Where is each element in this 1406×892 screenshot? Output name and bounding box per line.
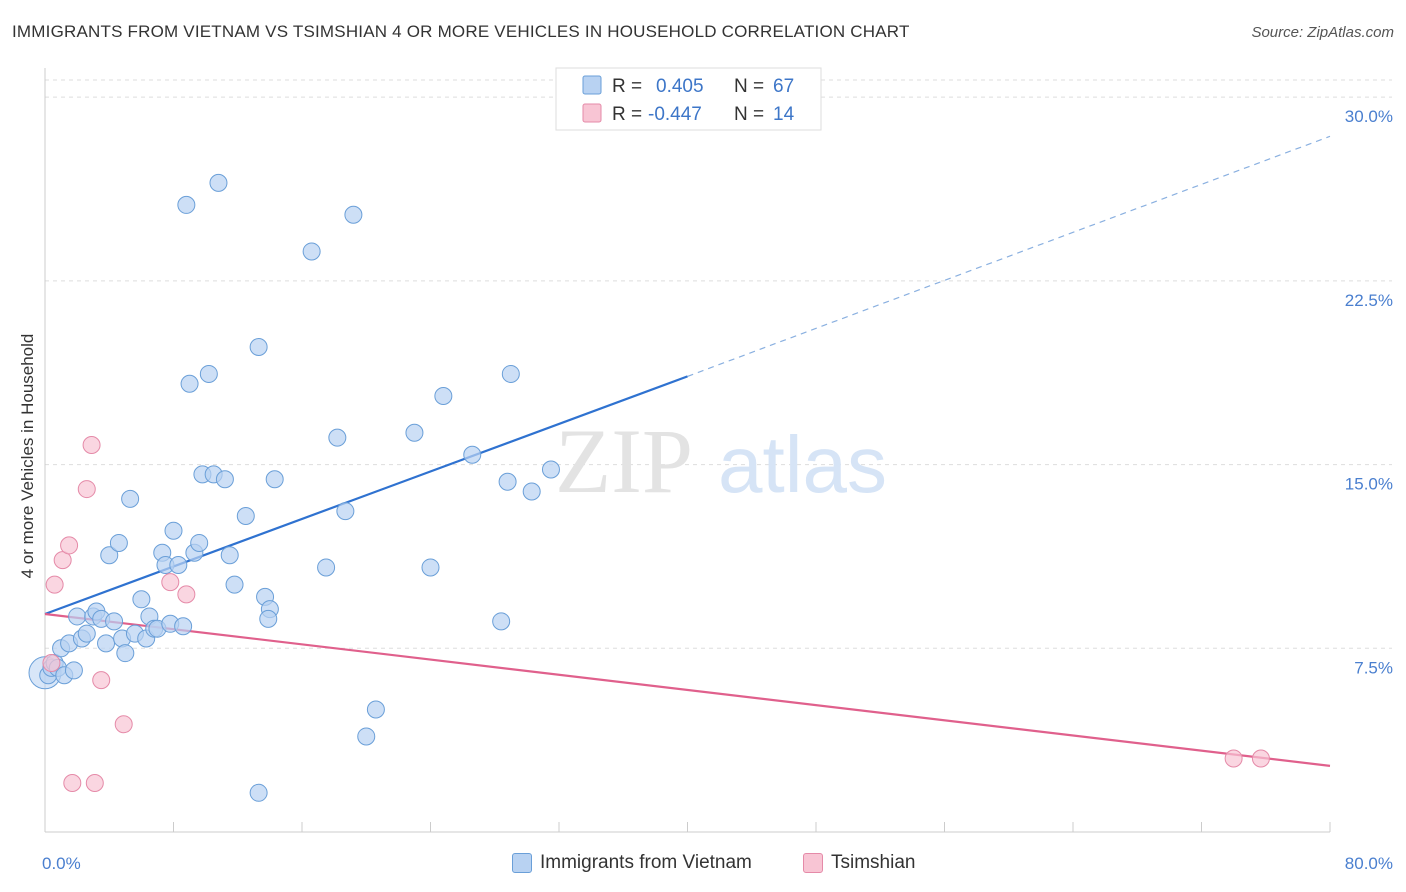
stats-n-label-2: N = — [734, 104, 764, 125]
data-point-vietnam — [105, 612, 124, 631]
data-point-vietnam — [336, 502, 355, 521]
data-point-tsimshian — [63, 774, 82, 793]
watermark-atlas: atlas — [718, 420, 887, 509]
data-point-tsimshian — [114, 715, 133, 734]
grid-layer — [45, 79, 1392, 649]
data-point-vietnam — [215, 470, 234, 489]
data-point-vietnam — [498, 472, 517, 491]
legend-swatch-pink — [803, 853, 823, 873]
trend-line-tsimshian — [44, 612, 1331, 767]
y-tick-label: 30.0% — [1345, 107, 1393, 126]
y-tick-label: 7.5% — [1354, 658, 1393, 677]
data-point-vietnam — [225, 575, 244, 594]
data-point-tsimshian — [77, 480, 96, 499]
data-point-vietnam — [522, 482, 541, 501]
axes-layer — [44, 68, 1331, 833]
data-point-tsimshian — [85, 774, 104, 793]
data-point-vietnam — [116, 644, 135, 663]
data-point-vietnam — [421, 558, 440, 577]
data-point-tsimshian — [161, 573, 180, 592]
data-point-vietnam — [77, 624, 96, 643]
watermark: ZIP atlas — [555, 410, 887, 512]
data-point-vietnam — [541, 460, 560, 479]
legend-label-vietnam: Immigrants from Vietnam — [540, 852, 752, 873]
stats-n-label-1: N = — [734, 76, 764, 97]
data-point-tsimshian — [45, 575, 64, 594]
data-point-vietnam — [180, 374, 199, 393]
data-point-tsimshian — [60, 536, 79, 555]
data-point-vietnam — [68, 607, 87, 626]
data-point-vietnam — [64, 661, 83, 680]
y-tick-label: 22.5% — [1345, 291, 1393, 310]
data-point-vietnam — [190, 533, 209, 552]
data-point-vietnam — [236, 507, 255, 526]
data-point-vietnam — [302, 242, 321, 261]
chart-title: IMMIGRANTS FROM VIETNAM VS TSIMSHIAN 4 O… — [12, 22, 910, 41]
data-point-vietnam — [317, 558, 336, 577]
legend-item-vietnam: Immigrants from Vietnam — [512, 852, 752, 874]
data-point-tsimshian — [177, 585, 196, 604]
data-point-vietnam — [97, 634, 116, 653]
data-point-vietnam — [249, 783, 268, 802]
data-point-tsimshian — [1251, 749, 1270, 768]
x-tick-label: 80.0% — [1345, 854, 1393, 873]
data-point-vietnam — [220, 546, 239, 565]
data-point-vietnam — [328, 428, 347, 447]
data-point-vietnam — [121, 489, 140, 508]
data-point-vietnam — [132, 590, 151, 609]
legend-item-tsimshian: Tsimshian — [803, 852, 915, 874]
data-point-vietnam — [344, 205, 363, 224]
data-point-vietnam — [199, 364, 218, 383]
stats-n-value-2: 14 — [773, 104, 795, 125]
y-tick-label: 15.0% — [1345, 475, 1393, 494]
data-point-vietnam — [463, 445, 482, 464]
chart-source: Source: ZipAtlas.com — [1251, 24, 1394, 41]
data-point-vietnam — [357, 727, 376, 746]
watermark-zip: ZIP — [555, 410, 693, 512]
data-point-vietnam — [259, 609, 278, 628]
data-point-tsimshian — [82, 435, 101, 454]
data-point-vietnam — [177, 195, 196, 214]
stats-swatch-blue — [582, 75, 602, 95]
data-point-vietnam — [249, 337, 268, 356]
x-tick-label: 0.0% — [42, 854, 81, 873]
data-point-tsimshian — [42, 653, 61, 672]
trend-lines — [44, 135, 1331, 767]
data-point-vietnam — [100, 546, 119, 565]
data-point-vietnam — [169, 556, 188, 575]
data-point-tsimshian — [92, 671, 111, 690]
stats-n-value-1: 67 — [773, 76, 794, 97]
data-point-vietnam — [109, 533, 128, 552]
trend-line-vietnam — [44, 375, 688, 616]
data-point-vietnam — [501, 364, 520, 383]
data-point-vietnam — [405, 423, 424, 442]
stats-r-value-2: -0.447 — [648, 104, 702, 125]
stats-r-value-1: 0.405 — [656, 76, 704, 97]
data-point-vietnam — [174, 617, 193, 636]
data-point-vietnam — [434, 386, 453, 405]
data-point-vietnam — [265, 470, 284, 489]
tick-labels: 7.5% 15.0% 22.5% 30.0% 0.0% 80.0% — [42, 107, 1393, 873]
stats-swatch-pink — [582, 103, 602, 123]
data-point-vietnam — [209, 173, 228, 192]
data-point-tsimshian — [1224, 749, 1243, 768]
trend-line-vietnam-extension — [687, 135, 1331, 377]
data-points — [28, 173, 1270, 802]
y-axis-label: 4 or more Vehicles in Household — [18, 334, 37, 579]
stats-box: R = 0.405 N = 67 R = -0.447 N = 14 — [555, 67, 822, 131]
data-point-vietnam — [366, 700, 385, 719]
data-point-vietnam — [164, 521, 183, 540]
legend-swatch-blue — [512, 853, 532, 873]
stats-r-label-2: R = — [612, 104, 642, 125]
data-point-vietnam — [492, 612, 511, 631]
stats-r-label-1: R = — [612, 76, 642, 97]
legend-label-tsimshian: Tsimshian — [831, 852, 916, 873]
